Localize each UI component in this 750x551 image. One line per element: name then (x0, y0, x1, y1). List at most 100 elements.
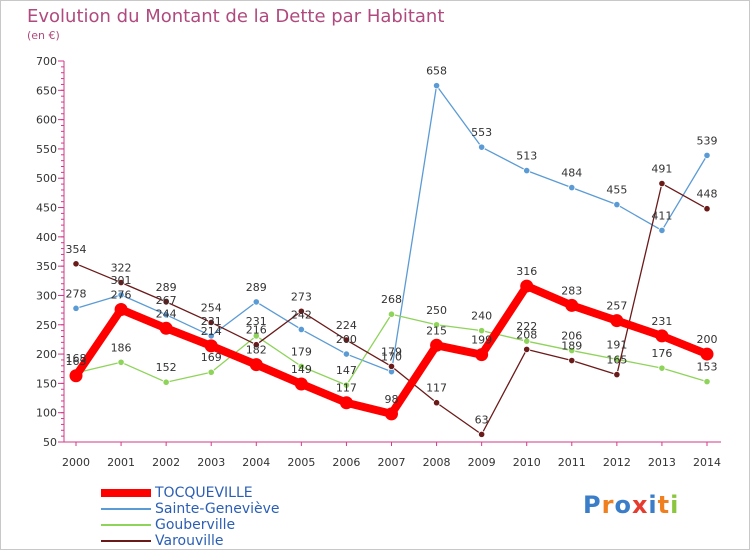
y-tick-label: 200 (36, 348, 57, 361)
data-point (523, 345, 531, 353)
data-label: 63 (475, 413, 489, 426)
data-label: 168 (66, 352, 87, 365)
logo-letter: r (601, 491, 615, 519)
y-tick-label: 550 (36, 143, 57, 156)
data-point (478, 143, 486, 151)
data-point (430, 338, 444, 352)
x-tick-label: 2003 (197, 456, 225, 469)
data-label: 539 (697, 134, 718, 147)
data-label: 186 (111, 341, 132, 354)
data-point (432, 321, 441, 329)
y-tick-label: 500 (36, 172, 57, 185)
data-label: 491 (651, 163, 672, 176)
data-point (703, 205, 711, 213)
x-tick-label: 2006 (332, 456, 360, 469)
logo-letter: P (583, 491, 602, 519)
data-point (703, 378, 711, 386)
y-tick-label: 350 (36, 260, 57, 273)
data-point (204, 339, 218, 353)
data-point (523, 167, 531, 175)
x-tick-label: 2014 (693, 456, 721, 469)
y-tick-label: 400 (36, 231, 57, 244)
x-tick-label: 2010 (513, 456, 541, 469)
data-point (387, 310, 396, 318)
data-label: 117 (336, 382, 357, 395)
data-point (342, 381, 351, 389)
data-label: 455 (606, 184, 627, 197)
data-point (700, 347, 714, 361)
data-point (658, 179, 666, 188)
y-tick-label: 450 (36, 202, 57, 215)
data-label: 278 (66, 287, 87, 300)
data-label: 267 (156, 294, 177, 307)
data-label: 276 (111, 289, 132, 302)
data-point (568, 346, 576, 355)
data-point (475, 348, 489, 362)
data-label: 176 (651, 347, 672, 360)
legend-swatch (101, 508, 151, 510)
data-label: 513 (516, 150, 537, 163)
data-point (568, 356, 576, 365)
x-tick-label: 2008 (423, 456, 451, 469)
y-tick-label: 300 (36, 289, 57, 302)
data-label: 215 (426, 324, 447, 337)
data-label: 322 (111, 262, 132, 275)
x-tick-label: 2005 (287, 456, 315, 469)
data-point (162, 378, 170, 386)
data-label: 214 (201, 325, 222, 338)
x-tick-label: 2007 (378, 456, 406, 469)
data-label: 273 (291, 290, 312, 303)
data-label: 179 (381, 345, 402, 358)
data-point (610, 314, 624, 328)
data-label: 191 (606, 338, 627, 351)
data-label: 179 (291, 345, 312, 358)
data-label: 149 (291, 363, 312, 376)
data-label: 206 (561, 330, 582, 343)
data-label: 170 (381, 351, 402, 364)
y-tick-label: 50 (43, 436, 57, 449)
data-label: 411 (651, 209, 672, 222)
data-label: 354 (66, 243, 87, 256)
legend-label: Varouville (155, 533, 224, 549)
data-label: 98 (385, 393, 399, 406)
data-point (252, 332, 260, 340)
data-point (297, 362, 305, 370)
data-point (342, 336, 351, 344)
y-tick-label: 150 (36, 377, 57, 390)
data-point (117, 291, 125, 299)
x-tick-label: 2004 (242, 456, 270, 469)
x-tick-label: 2002 (152, 456, 180, 469)
data-point (249, 358, 263, 372)
data-label: 117 (426, 382, 447, 395)
y-tick-label: 100 (36, 407, 57, 420)
logo-letter: o (614, 491, 632, 519)
data-label: 231 (651, 315, 672, 328)
data-label: 240 (471, 310, 492, 323)
data-label: 484 (561, 167, 582, 180)
data-label: 250 (426, 304, 447, 317)
data-point (703, 151, 711, 159)
data-point (114, 303, 128, 317)
data-point (207, 318, 215, 327)
data-label: 448 (697, 188, 718, 201)
unit-label: (en €) (27, 29, 60, 42)
data-label: 200 (697, 333, 718, 346)
legend-swatch (101, 524, 151, 526)
data-point (72, 260, 80, 268)
logo-letter: t (657, 491, 671, 519)
x-tick-label: 2009 (468, 456, 496, 469)
data-point (117, 358, 125, 366)
data-point (297, 307, 305, 315)
data-point (658, 226, 666, 234)
data-label: 152 (156, 361, 177, 374)
data-point (655, 329, 669, 343)
data-label: 224 (336, 319, 357, 332)
data-label: 289 (156, 281, 177, 294)
data-point (162, 311, 170, 319)
data-label: 169 (201, 351, 222, 364)
data-point (162, 298, 170, 306)
data-point (339, 396, 353, 410)
data-label: 208 (516, 328, 537, 341)
